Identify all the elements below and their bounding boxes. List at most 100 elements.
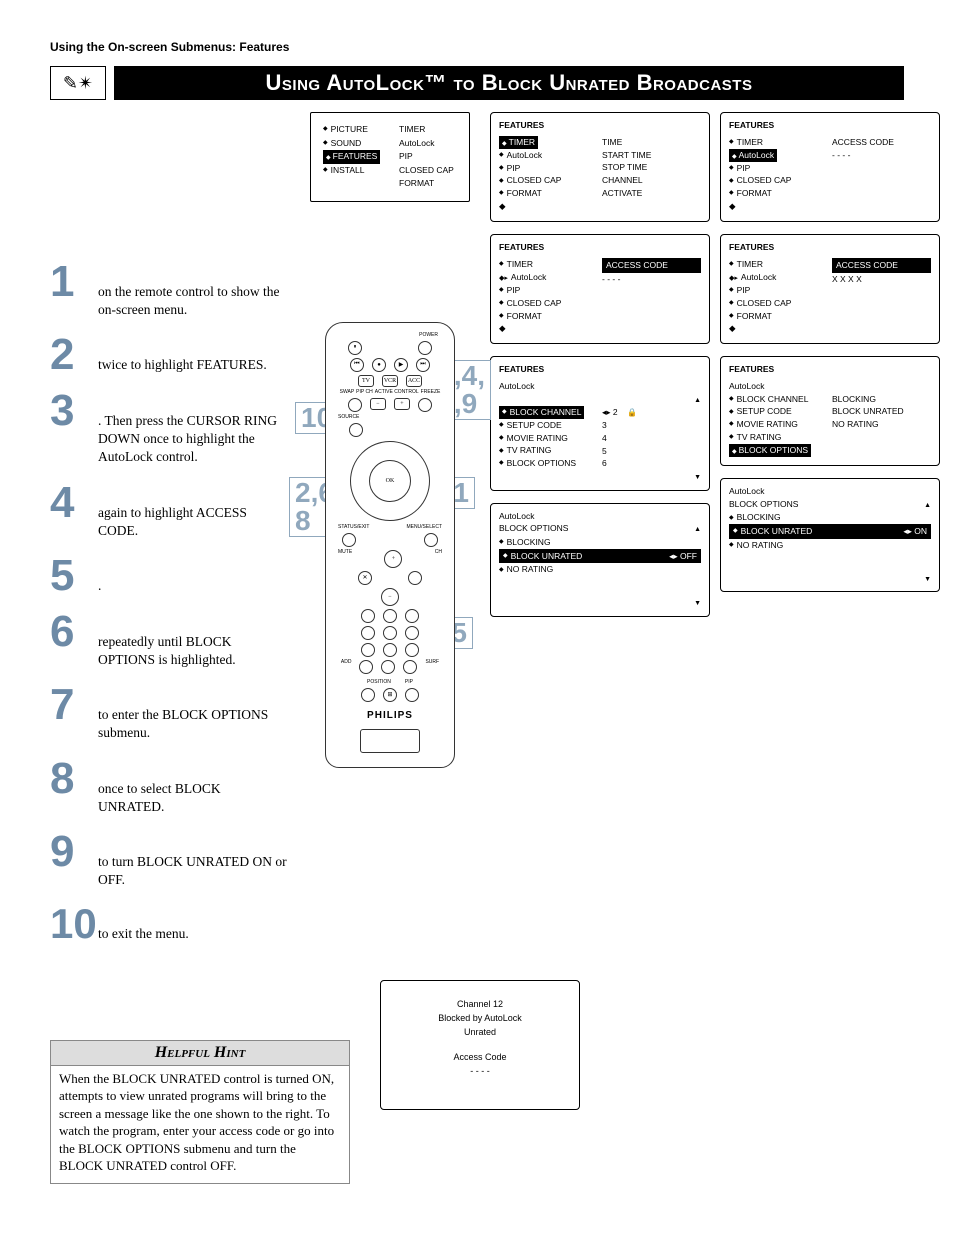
step-number: 10 <box>50 905 96 943</box>
cursor-ring[interactable]: OK <box>350 441 430 521</box>
menu-value: CLOSED CAP <box>399 164 457 178</box>
num-5-button[interactable] <box>383 626 397 640</box>
ok-button[interactable]: OK <box>369 460 411 502</box>
menu-item: PIP <box>499 284 598 297</box>
extra-button[interactable] <box>405 688 419 702</box>
swap-button[interactable] <box>348 398 362 412</box>
blocked-message-screen: Channel 12 Blocked by AutoLock Unrated A… <box>380 980 580 1110</box>
mute-button[interactable]: ✕ <box>358 571 372 585</box>
source-button[interactable] <box>349 423 363 437</box>
remote-column: PICTURE SOUND FEATURES INSTALL TIMER Aut… <box>300 112 480 768</box>
freeze-button[interactable] <box>418 398 432 412</box>
menu-value: STOP TIME <box>602 161 701 174</box>
menu-item-highlighted: BLOCK UNRATED◂▸ ON <box>729 524 931 539</box>
menu-item: CLOSED CAP <box>499 174 598 187</box>
menu-value: PIP <box>399 150 457 164</box>
step-number: 3 <box>50 391 96 431</box>
step-number: 5 <box>50 556 96 596</box>
step-text: to turn BLOCK UNRATED ON or OFF. <box>96 853 290 889</box>
menu-item: FORMAT <box>499 310 598 323</box>
step-text: . <box>96 577 290 595</box>
status-exit-button[interactable] <box>342 533 356 547</box>
screen-subtitle: AutoLock <box>729 380 931 393</box>
tv-button[interactable]: TV <box>358 375 374 387</box>
down-arrow-icon <box>924 572 931 586</box>
access-code-highlighted: ACCESS CODE <box>602 258 701 273</box>
pipch-plus-button[interactable]: + <box>394 398 410 410</box>
num-9-button[interactable] <box>405 643 419 657</box>
hint-title: Helpful Hint <box>51 1041 349 1066</box>
remote-body: POWER ⏸ ⏮●▶⏭ TVVCRACC SWAP PIP CH ACTIVE… <box>325 322 455 768</box>
screen-title: FEATURES <box>729 119 931 132</box>
screens-left-column: FEATURES TIMER AutoLock PIP CLOSED CAP F… <box>490 112 710 629</box>
step-2: 2 twice to highlight FEATURES. <box>50 335 290 375</box>
forward-button[interactable]: ⏭ <box>416 358 430 372</box>
steps-column: 1 on the remote control to show the on-s… <box>50 112 290 960</box>
access-code-value: - - - - <box>602 273 701 286</box>
num-8-button[interactable] <box>383 643 397 657</box>
screen-subtitle2: BLOCK OPTIONS <box>499 522 568 536</box>
menu-item: TV RATING <box>729 431 828 444</box>
active-label: ACTIVE CONTROL <box>375 390 419 395</box>
swap-label: SWAP <box>340 390 355 395</box>
screen-autolock-dash: FEATURES TIMER AutoLock PIP CLOSED CAP F… <box>720 112 940 222</box>
pip-label: PIP <box>405 680 413 685</box>
menu-item: TIMER <box>729 136 828 149</box>
screen-timer: FEATURES TIMER AutoLock PIP CLOSED CAP F… <box>490 112 710 222</box>
vol-up-button[interactable]: + <box>384 550 402 568</box>
play-button[interactable]: ▶ <box>394 358 408 372</box>
breadcrumb: Using the On-screen Submenus: Features <box>50 40 904 54</box>
menu-item: FORMAT <box>499 187 598 200</box>
hint-line: Blocked by AutoLock <box>391 1011 569 1025</box>
surf-button[interactable] <box>403 660 417 674</box>
pipch-minus-button[interactable]: − <box>370 398 386 410</box>
screen-subtitle: AutoLock <box>729 485 931 498</box>
num-2-button[interactable] <box>383 609 397 623</box>
menu-item: PIP <box>729 284 828 297</box>
menu-item: BLOCK CHANNEL <box>729 393 828 406</box>
power-button[interactable] <box>418 341 432 355</box>
position-button[interactable] <box>361 688 375 702</box>
num-7-button[interactable] <box>361 643 375 657</box>
menu-value: TIME <box>602 136 701 149</box>
screen-title: FEATURES <box>729 241 931 254</box>
num-4-button[interactable] <box>361 626 375 640</box>
menu-value: NO RATING <box>832 418 931 431</box>
step-7: 7 to enter the BLOCK OPTIONS submenu. <box>50 685 290 742</box>
screen-title: FEATURES <box>499 363 701 376</box>
helpful-hint-box: Helpful Hint When the BLOCK UNRATED cont… <box>50 1040 350 1184</box>
vcr-button[interactable]: VCR <box>382 375 398 387</box>
ch-button[interactable] <box>408 571 422 585</box>
screen-subtitle: AutoLock <box>499 510 701 523</box>
num-6-button[interactable] <box>405 626 419 640</box>
pause-button[interactable]: ⏸ <box>348 341 362 355</box>
menu-value: ACCESS CODE <box>832 136 931 149</box>
up-arrow-icon <box>694 393 701 407</box>
up-arrow-icon <box>924 498 931 512</box>
menu-select-label: MENU/SELECT <box>406 525 442 530</box>
screen-subtitle2: BLOCK OPTIONS <box>729 498 798 512</box>
menu-item: PICTURE <box>323 123 381 137</box>
pip-button[interactable]: ⊞ <box>383 688 397 702</box>
num-1-button[interactable] <box>361 609 375 623</box>
step-text: to enter the BLOCK OPTIONS submenu. <box>96 706 290 742</box>
screen-title: FEATURES <box>729 363 931 376</box>
num-3-button[interactable] <box>405 609 419 623</box>
menu-item: TIMER <box>499 258 598 271</box>
lock-icon <box>627 407 637 417</box>
menu-item: CLOSED CAP <box>729 297 828 310</box>
rewind-button[interactable]: ⏮ <box>350 358 364 372</box>
menu-select-button[interactable] <box>424 533 438 547</box>
acc-button[interactable]: ACC <box>406 375 422 387</box>
vol-down-button[interactable]: − <box>381 588 399 606</box>
add-button[interactable] <box>359 660 373 674</box>
screen-access-x: FEATURES TIMER AutoLock PIP CLOSED CAP F… <box>720 234 940 344</box>
step-text: on the remote control to show the on-scr… <box>96 283 290 319</box>
record-button[interactable]: ● <box>372 358 386 372</box>
menu-value: 4 <box>602 432 701 445</box>
num-0-button[interactable] <box>381 660 395 674</box>
top-menu-screen: PICTURE SOUND FEATURES INSTALL TIMER Aut… <box>310 112 470 202</box>
screen-access-dash: FEATURES TIMER AutoLock PIP CLOSED CAP F… <box>490 234 710 344</box>
screen-title: FEATURES <box>499 119 701 132</box>
hint-line: Channel 12 <box>391 997 569 1011</box>
